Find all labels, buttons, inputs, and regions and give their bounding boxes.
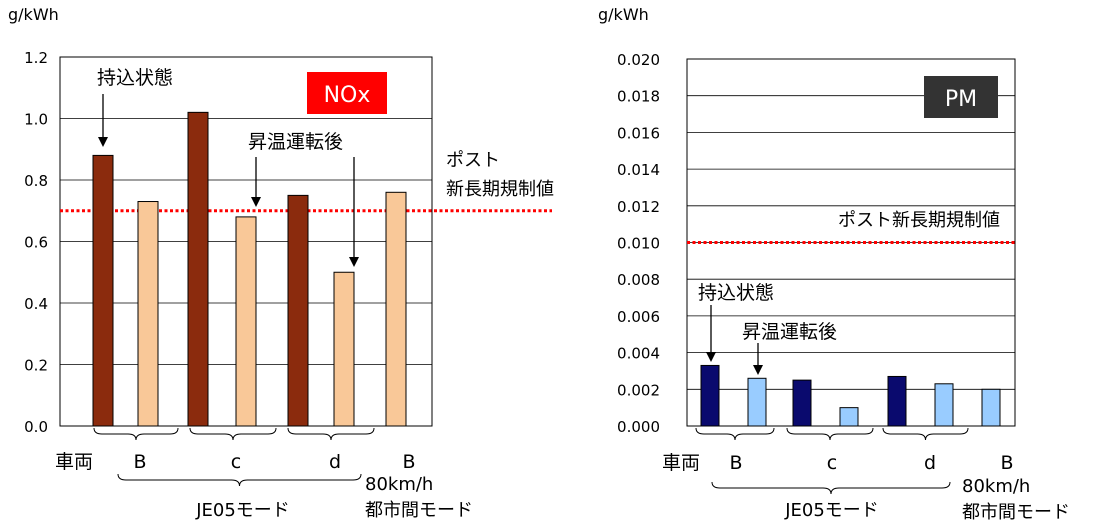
x-category-label: c (827, 452, 837, 474)
x-category-label: B (402, 451, 415, 473)
extra-group-label: 80km/h (962, 476, 1030, 497)
y-tick-label: 0.008 (617, 271, 660, 289)
y-tick-label: 0.016 (617, 124, 660, 142)
y-unit-label: g/kWh (8, 5, 59, 24)
panel-label: PM (945, 87, 977, 112)
y-tick-label: 0.010 (617, 235, 660, 253)
group-brace (117, 473, 362, 487)
extra-group-label: 都市間モード (962, 502, 1070, 523)
y-tick-label: 1.0 (24, 111, 48, 129)
group-label: JE05モード (784, 500, 879, 521)
bar-after-warmup (747, 377, 767, 427)
y-tick-label: 0.006 (617, 308, 660, 326)
panel-label: NOx (324, 83, 371, 108)
bar-as-received (92, 154, 114, 427)
y-tick-label: 0.0 (24, 418, 48, 436)
y-tick-label: 0.002 (617, 381, 660, 399)
bar-after-warmup (333, 271, 355, 427)
bar-as-received (887, 375, 907, 427)
bar-as-received (287, 194, 309, 427)
y-tick-label: 0.014 (617, 161, 660, 179)
limit-line-label: ポスト (446, 150, 500, 171)
x-category-label: d (924, 452, 936, 474)
y-tick-label: 0.020 (617, 51, 660, 69)
category-brace (695, 427, 775, 441)
y-tick-label: 0.6 (24, 234, 48, 252)
y-unit-label: g/kWh (598, 5, 649, 24)
annotation-arrow-head (251, 197, 261, 207)
limit-line-label: ポスト新長期規制値 (838, 210, 1000, 231)
annotation-as-received: 持込状態 (97, 67, 173, 89)
y-tick-label: 0.4 (24, 295, 48, 313)
annotation-arrow-head (349, 257, 359, 267)
y-tick-label: 0.000 (617, 418, 660, 436)
y-tick-label: 0.2 (24, 357, 48, 375)
bar-as-received (700, 364, 720, 427)
y-tick-label: 1.2 (24, 49, 48, 67)
vehicle-label: 車両 (55, 451, 93, 473)
x-category-label: B (133, 451, 146, 473)
group-label: JE05モード (195, 500, 290, 521)
panel-label-box (924, 76, 998, 118)
bar-after-warmup (981, 388, 1001, 427)
category-brace (93, 427, 179, 441)
y-tick-label: 0.8 (24, 172, 48, 190)
x-category-label: B (729, 452, 742, 474)
annotation-after-warmup: 昇温運転後 (248, 131, 343, 153)
annotation-after-warmup: 昇温運転後 (742, 321, 837, 343)
annotation-as-received: 持込状態 (698, 282, 774, 304)
category-brace (189, 427, 277, 441)
bar-after-warmup (235, 216, 257, 427)
category-brace (287, 427, 375, 441)
x-category-label: d (329, 451, 341, 473)
bar-after-warmup (934, 383, 954, 427)
extra-group-label: 80km/h (365, 474, 433, 495)
x-category-label: B (1000, 452, 1013, 474)
bar-as-received (187, 111, 209, 427)
annotation-arrow-head (753, 365, 763, 375)
bar-as-received (792, 379, 812, 427)
limit-line-label: 新長期規制値 (446, 179, 554, 200)
x-category-label: c (231, 451, 241, 473)
group-brace (711, 481, 951, 495)
vehicle-label: 車両 (662, 452, 700, 474)
y-tick-label: 0.012 (617, 198, 660, 216)
annotation-arrow-head (98, 137, 108, 147)
category-brace (882, 427, 969, 441)
extra-group-label: 都市間モード (365, 500, 473, 521)
y-tick-label: 0.004 (617, 345, 660, 363)
bar-after-warmup (137, 201, 159, 427)
category-brace (786, 427, 874, 441)
annotation-arrow-head (706, 352, 716, 362)
panel-label-box (307, 72, 387, 114)
bar-after-warmup (839, 407, 859, 427)
y-tick-label: 0.018 (617, 88, 660, 106)
bar-after-warmup (385, 191, 407, 427)
